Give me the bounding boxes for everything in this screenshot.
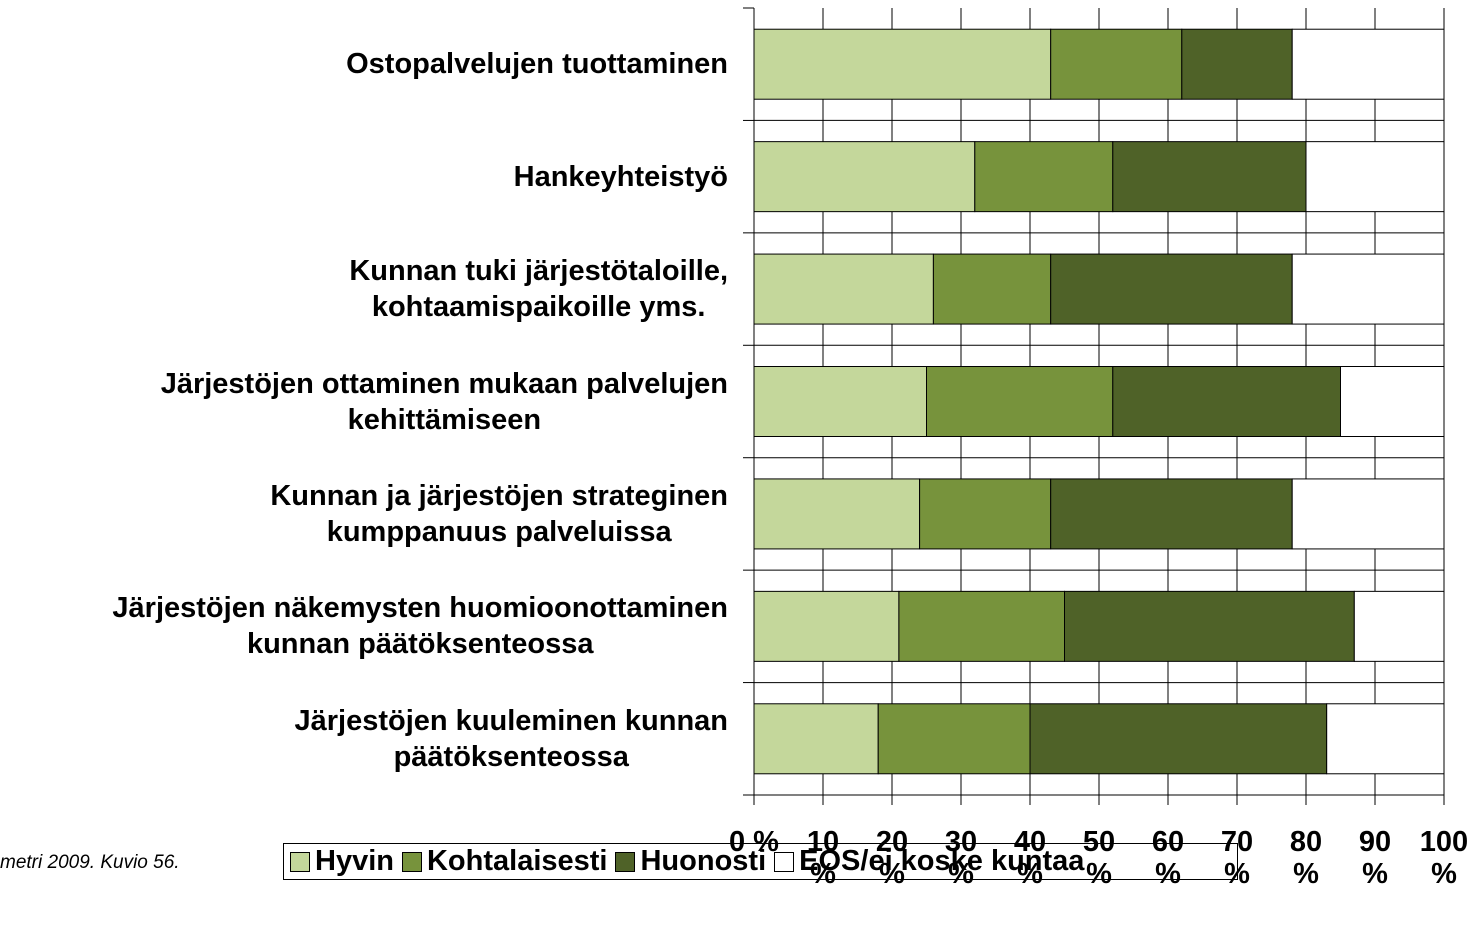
x-tick-label: 10 % (806, 826, 840, 890)
x-tick-label: 90 % (1358, 826, 1392, 890)
x-tick-label: 0 % (729, 826, 779, 858)
bar-segment (753, 590, 900, 662)
bar-segment (1112, 366, 1342, 437)
x-tick-label: 100 % (1419, 826, 1469, 890)
legend-item: Huonosti (615, 845, 766, 878)
bar-segment (1050, 478, 1293, 550)
bar-segment (1353, 590, 1445, 662)
bar-segment (753, 28, 1052, 100)
category-label: Kunnan tuki järjestötaloille, kohtaamisp… (349, 255, 728, 324)
x-tick-label: 50 % (1082, 826, 1116, 890)
bar-segment (1291, 478, 1445, 550)
bar-segment (1305, 141, 1445, 213)
bar-segment (1064, 590, 1355, 662)
bar-segment (1050, 253, 1293, 325)
legend: Hyvin Kohtalaisesti Huonosti EOS/ei koske k… (283, 843, 1238, 880)
legend-swatch (615, 851, 636, 872)
legend-label: Huonosti (640, 845, 767, 877)
bar-segment (877, 703, 1031, 775)
legend-swatch (290, 851, 310, 872)
x-tick-label: 60 % (1151, 826, 1185, 890)
x-tick-label: 20 % (875, 826, 909, 890)
category-label: Kunnan ja järjestöjen strateginen kumppa… (270, 479, 728, 548)
category-label: Ostopalvelujen tuottaminen (346, 48, 728, 81)
legend-label: EOS/ei koske kuntaa (799, 845, 1085, 877)
x-tick-label: 70 % (1220, 826, 1254, 890)
bar-segment (1181, 28, 1293, 100)
source-note: metri 2009. Kuvio 56. (0, 852, 180, 873)
bar-segment (1112, 141, 1307, 213)
bar-segment (1029, 703, 1328, 775)
bar-segment (753, 141, 976, 213)
legend-label: Hyvin (315, 845, 394, 877)
bar-segment (974, 141, 1114, 213)
legend-item: Hyvin (290, 845, 394, 878)
legend-label: Kohtalaisesti (426, 845, 608, 877)
category-label: Järjestöjen näkemysten huomioonottaminen… (112, 592, 728, 661)
legend-item: Kohtalaisesti (401, 845, 608, 878)
bar-segment (926, 366, 1114, 437)
category-label: Järjestöjen ottaminen mukaan palvelujen … (160, 367, 728, 436)
bar-segment (1291, 253, 1445, 325)
bar-segment (1050, 28, 1183, 100)
category-label: Järjestöjen kuuleminen kunnan päätöksent… (294, 704, 729, 773)
bar-segment (753, 253, 934, 325)
category-label: Hankeyhteistyö (513, 160, 728, 193)
bar-segment (753, 478, 921, 550)
bar-segment (898, 590, 1066, 662)
bar-segment (919, 478, 1052, 550)
bar-segment (753, 703, 879, 775)
bar-segment (1291, 28, 1445, 100)
legend-item: EOS/ei koske kuntaa (774, 845, 1084, 878)
bar-segment (1340, 366, 1445, 437)
x-tick-label: 80 % (1289, 826, 1323, 890)
x-tick-label: 30 % (944, 826, 978, 890)
legend-swatch (401, 851, 422, 872)
bar-segment (932, 253, 1052, 325)
legend-swatch (774, 851, 795, 872)
x-tick-label: 40 % (1013, 826, 1047, 890)
bar-segment (753, 366, 927, 437)
bar-segment (1326, 703, 1445, 775)
